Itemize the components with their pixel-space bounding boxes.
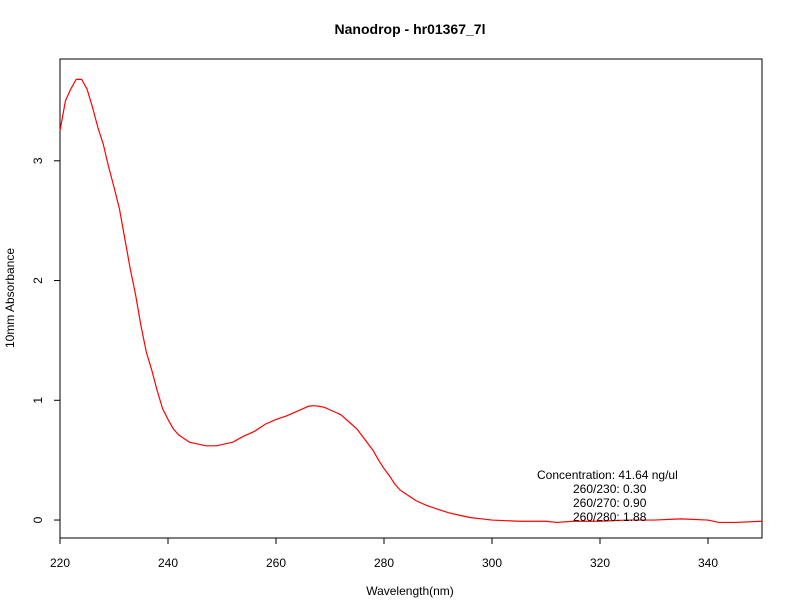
annotation-ratio-260-230: 260/230: 0.30 [573, 482, 647, 496]
x-axis-label: Wavelength(nm) [366, 584, 454, 598]
y-tick-label: 0 [31, 516, 45, 523]
y-tick-label: 3 [31, 157, 45, 164]
plot-frame [59, 58, 763, 539]
annotation-concentration: Concentration: 41.64 ng/ul [537, 468, 678, 482]
annotation-block: Concentration: 41.64 ng/ul 260/230: 0.30… [537, 468, 678, 524]
annotation-ratio-260-270: 260/270: 0.90 [573, 496, 647, 510]
y-axis-label: 10mm Absorbance [3, 248, 17, 348]
x-axis: 220 240 260 280 300 320 340 [50, 538, 718, 570]
x-tick-label: 240 [158, 556, 178, 570]
y-tick-label: 1 [31, 397, 45, 404]
annotation-ratio-260-280: 260/280: 1.88 [573, 510, 647, 524]
y-axis: 0 1 2 3 [31, 157, 60, 523]
x-tick-label: 300 [482, 556, 502, 570]
x-tick-label: 320 [590, 556, 610, 570]
absorbance-series-line [59, 78, 763, 524]
x-tick-label: 260 [266, 556, 286, 570]
x-tick-label: 280 [374, 556, 394, 570]
y-tick-label: 2 [31, 277, 45, 284]
x-tick-label: 220 [50, 556, 70, 570]
x-tick-label: 340 [698, 556, 718, 570]
chart-title: Nanodrop - hr01367_7l [335, 21, 486, 37]
